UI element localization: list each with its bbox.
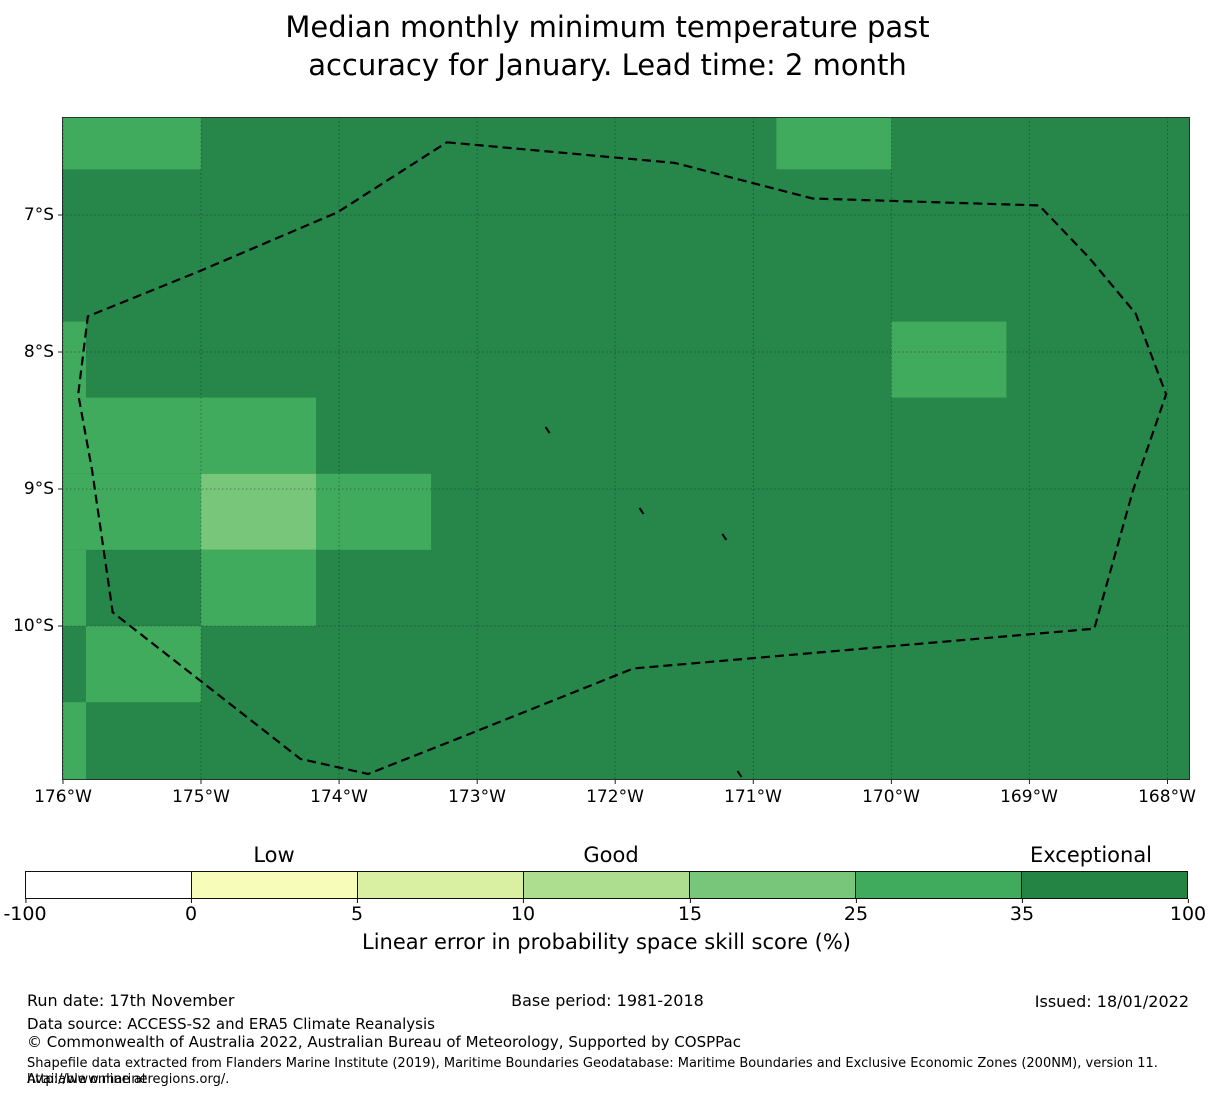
x-tick-label: 169°W (1000, 787, 1058, 807)
skill-cell (62, 473, 201, 550)
y-tick-label: 9°S (23, 479, 54, 499)
copyright-text: © Commonwealth of Australia 2022, Austra… (27, 1033, 741, 1051)
skill-cell (201, 549, 316, 626)
colorbar-segment (192, 872, 358, 898)
skill-cell (86, 626, 201, 703)
map (58, 117, 1190, 784)
map-svg (58, 117, 1190, 784)
colorbar-tick-label: 5 (350, 899, 364, 925)
colorbar-tick-label: 25 (843, 899, 869, 925)
skill-cell (201, 473, 316, 550)
island-mark (638, 507, 645, 515)
y-tick-label: 7°S (23, 205, 54, 225)
issued-date-text: Issued: 18/01/2022 (1034, 992, 1189, 1011)
skill-cell (62, 397, 316, 474)
x-tick-label: 170°W (862, 787, 920, 807)
x-tick-label: 174°W (310, 787, 368, 807)
run-date-text: Run date: 17th November (27, 991, 235, 1010)
colorbar-category-low: Low (253, 843, 295, 867)
chart-title-line2: accuracy for January. Lead time: 2 month (308, 48, 907, 82)
colorbar (25, 871, 1188, 899)
skill-cell (776, 117, 892, 170)
colorbar-tick-label: 35 (1009, 899, 1035, 925)
colorbar-segment (26, 872, 192, 898)
x-tick-label: 172°W (586, 787, 644, 807)
colorbar-segment (524, 872, 690, 898)
colorbar-tick-label: -100 (3, 899, 47, 925)
shapefile-note-line1: Shapefile data extracted from Flanders M… (27, 1056, 1158, 1087)
skill-cell (316, 473, 432, 550)
x-tick-label: 175°W (172, 787, 230, 807)
island-mark (721, 533, 728, 541)
skill-cell (62, 549, 86, 626)
island-mark (544, 426, 551, 434)
shapefile-note-line2: http://www.marineregions.org/. (27, 1072, 230, 1087)
y-tick-label: 10°S (13, 616, 54, 636)
colorbar-tick-label: 0 (184, 899, 198, 925)
colorbar-category-good: Good (583, 843, 639, 867)
skill-cell (62, 702, 86, 780)
y-tick-label: 8°S (23, 342, 54, 362)
colorbar-category-exceptional: Exceptional (1029, 843, 1153, 867)
x-tick-label: 176°W (34, 787, 92, 807)
base-period-text: Base period: 1981-2018 (511, 991, 704, 1010)
colorbar-tick-label: 100 (1169, 899, 1207, 925)
x-tick-label: 171°W (724, 787, 782, 807)
x-tick-label: 168°W (1138, 787, 1196, 807)
x-tick-label: 173°W (448, 787, 506, 807)
data-source-text: Data source: ACCESS-S2 and ERA5 Climate … (27, 1015, 435, 1033)
colorbar-segment (358, 872, 524, 898)
colorbar-segment (690, 872, 856, 898)
chart-title: Median monthly minimum temperature past … (0, 8, 1215, 84)
colorbar-segment (1022, 872, 1187, 898)
colorbar-tick-label: 15 (677, 899, 703, 925)
eez-boundary-line (77, 141, 1168, 776)
colorbar-axis-label: Linear error in probability space skill … (362, 930, 851, 954)
island-mark (736, 770, 743, 778)
colorbar-segment (856, 872, 1022, 898)
skill-cell (62, 117, 201, 170)
colorbar-tick-label: 10 (510, 899, 536, 925)
skill-cell (891, 321, 1007, 398)
chart-title-line1: Median monthly minimum temperature past (285, 10, 930, 44)
map-frame (62, 117, 1190, 780)
